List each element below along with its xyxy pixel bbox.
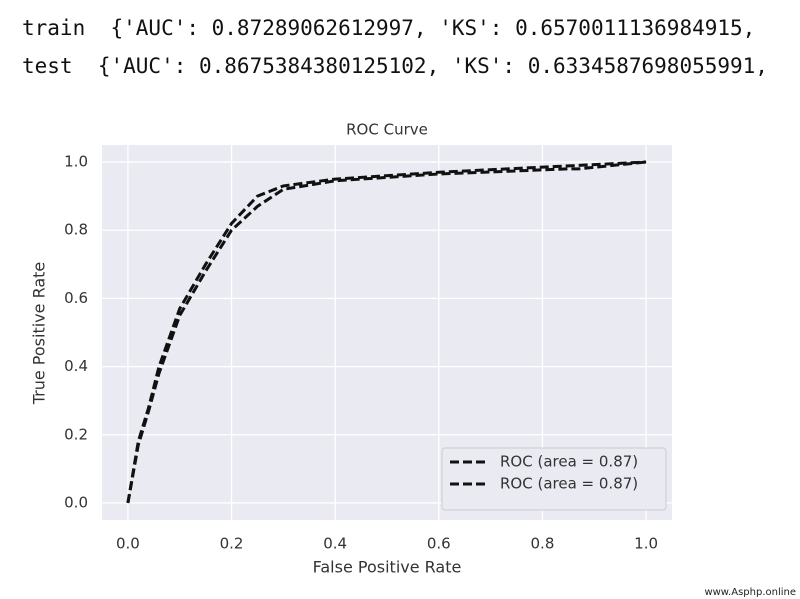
y-tick-label: 0.8	[64, 221, 88, 239]
y-tick-label: 0.4	[64, 357, 88, 375]
roc-line	[126, 160, 647, 504]
legend-label: ROC (area = 0.87)	[500, 453, 638, 471]
output-line: test {'AUC': 0.8675384380125102, 'KS': 0…	[22, 54, 768, 78]
watermark: www.Asphp.online	[704, 587, 796, 598]
legend-box	[441, 447, 667, 511]
output-line: train {'AUC': 0.87289062612997, 'KS': 0.…	[22, 16, 755, 40]
chart-title: ROC Curve	[346, 121, 428, 139]
x-tick-label: 0.8	[531, 535, 555, 553]
x-tick-label: 0.0	[116, 535, 140, 553]
x-tick-label: 0.4	[323, 535, 347, 553]
y-tick-label: 1.0	[64, 153, 88, 171]
x-tick-label: 0.2	[220, 535, 244, 553]
x-axis-label: False Positive Rate	[313, 558, 462, 577]
y-axis-label: True Positive Rate	[30, 262, 49, 406]
y-tick-label: 0.6	[64, 289, 88, 307]
y-tick-label: 0.0	[64, 493, 88, 511]
y-tick-label: 0.2	[64, 425, 88, 443]
legend-label: ROC (area = 0.87)	[500, 475, 638, 493]
x-tick-label: 1.0	[634, 535, 658, 553]
x-tick-label: 0.6	[427, 535, 451, 553]
